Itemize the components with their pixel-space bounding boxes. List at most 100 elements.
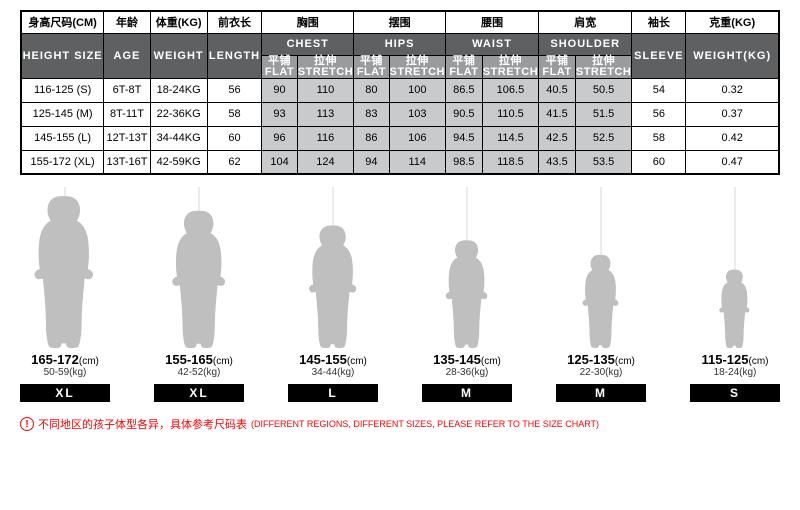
cell: 58 xyxy=(207,102,262,126)
col-subheader: 拉伸STRETCH xyxy=(297,55,353,78)
col-header-cn: 肩宽 xyxy=(539,11,632,33)
cell: 113 xyxy=(297,102,353,126)
cell: 86 xyxy=(354,126,389,150)
col-header-cn: 身高尺码(CM) xyxy=(21,11,104,33)
child-silhouette-icon xyxy=(581,253,621,348)
silhouette-item: 155-165(cm)42-52(kg) XL xyxy=(154,208,244,402)
size-tag: XL xyxy=(20,384,110,402)
cell: 106 xyxy=(389,126,445,150)
cell: 90.5 xyxy=(446,102,483,126)
cell: 42.5 xyxy=(539,126,576,150)
col-subheader: 平铺FLAT xyxy=(354,55,389,78)
silhouette-item: 115-125(cm)18-24(kg) S xyxy=(690,268,780,402)
size-tag: M xyxy=(556,384,646,402)
cell: 62 xyxy=(207,150,262,174)
silhouette-item: 165-172(cm)50-59(kg)XL xyxy=(20,193,110,402)
cell: 80 xyxy=(354,78,389,102)
silhouette-label: 115-125(cm)18-24(kg) xyxy=(698,352,773,378)
silhouette-item: 135-145(cm)28-36(kg) M xyxy=(422,238,512,402)
table-row: 125-145 (M)8T-11T22-36KG58931138310390.5… xyxy=(21,102,779,126)
silhouette-label: 125-135(cm)22-30(kg) xyxy=(563,352,639,378)
cell: 114.5 xyxy=(482,126,538,150)
silhouette-label: 155-165(cm)42-52(kg) xyxy=(161,352,237,378)
cell: 56 xyxy=(207,78,262,102)
cell: 42-59KG xyxy=(150,150,207,174)
col-header-en: AGE xyxy=(104,33,150,78)
cell: 58 xyxy=(632,126,686,150)
col-header-en: CHEST xyxy=(262,33,354,55)
note-chinese: 不同地区的孩子体型各异，具体参考尺码表 xyxy=(38,416,247,432)
col-header-en: HIPS xyxy=(354,33,446,55)
col-header-cn: 前衣长 xyxy=(207,11,262,33)
col-subheader: 平铺FLAT xyxy=(446,55,483,78)
cell: 43.5 xyxy=(539,150,576,174)
cell: 83 xyxy=(354,102,389,126)
cell: 96 xyxy=(262,126,297,150)
cell: 8T-11T xyxy=(104,102,150,126)
col-header-cn: 腰围 xyxy=(446,11,539,33)
cell: 116 xyxy=(297,126,353,150)
cell: 110.5 xyxy=(482,102,538,126)
footer-note: ! 不同地区的孩子体型各异，具体参考尺码表 (DIFFERENT REGIONS… xyxy=(20,416,780,432)
cell: 0.47 xyxy=(686,150,779,174)
cell: 114 xyxy=(389,150,445,174)
cell: 12T-13T xyxy=(104,126,150,150)
cell: 54 xyxy=(632,78,686,102)
size-tag: L xyxy=(288,384,378,402)
col-header-cn: 袖长 xyxy=(632,11,686,33)
cell: 13T-16T xyxy=(104,150,150,174)
silhouette-item: 145-155(cm)34-44(kg) L xyxy=(288,223,378,402)
table-row: 116-125 (S)6T-8T18-24KG56901108010086.51… xyxy=(21,78,779,102)
col-header-en: LENGTH xyxy=(207,33,262,78)
cell: 6T-8T xyxy=(104,78,150,102)
cell: 22-36KG xyxy=(150,102,207,126)
col-header-cn: 摆围 xyxy=(354,11,446,33)
cell: 0.42 xyxy=(686,126,779,150)
child-silhouette-icon xyxy=(32,193,97,348)
cell: 104 xyxy=(262,150,297,174)
note-english: (DIFFERENT REGIONS, DIFFERENT SIZES, PLE… xyxy=(251,419,599,429)
col-header-cn: 体重(KG) xyxy=(150,11,207,33)
cell: 125-145 (M) xyxy=(21,102,104,126)
col-header-cn: 克重(KG) xyxy=(686,11,779,33)
cell: 41.5 xyxy=(539,102,576,126)
silhouette-label: 135-145(cm)28-36(kg) xyxy=(429,352,505,378)
cell: 53.5 xyxy=(575,150,631,174)
child-silhouette-icon xyxy=(307,223,360,348)
cell: 116-125 (S) xyxy=(21,78,104,102)
table-row: 155-172 (XL)13T-16T42-59KG62104124941149… xyxy=(21,150,779,174)
col-subheader: 平铺FLAT xyxy=(539,55,576,78)
child-silhouette-icon xyxy=(444,238,490,348)
cell: 52.5 xyxy=(575,126,631,150)
cell: 155-172 (XL) xyxy=(21,150,104,174)
cell: 86.5 xyxy=(446,78,483,102)
size-tag: S xyxy=(690,384,780,402)
size-tag: XL xyxy=(154,384,244,402)
cell: 100 xyxy=(389,78,445,102)
cell: 145-155 (L) xyxy=(21,126,104,150)
size-tag: M xyxy=(422,384,512,402)
cell: 0.32 xyxy=(686,78,779,102)
cell: 124 xyxy=(297,150,353,174)
silhouette-label: 145-155(cm)34-44(kg) xyxy=(295,352,371,378)
col-subheader: 拉伸STRETCH xyxy=(575,55,631,78)
child-silhouette-icon xyxy=(170,208,229,348)
cell: 40.5 xyxy=(539,78,576,102)
col-header-en: SLEEVE xyxy=(632,33,686,78)
col-header-en: WEIGHT(KG) xyxy=(686,33,779,78)
col-subheader: 拉伸STRETCH xyxy=(482,55,538,78)
table-row: 145-155 (L)12T-13T34-44KG60961168610694.… xyxy=(21,126,779,150)
col-header-cn: 胸围 xyxy=(262,11,354,33)
col-header-en: HEIGHT SIZE xyxy=(21,33,104,78)
cell: 103 xyxy=(389,102,445,126)
cell: 0.37 xyxy=(686,102,779,126)
cell: 60 xyxy=(207,126,262,150)
col-subheader: 平铺FLAT xyxy=(262,55,297,78)
cell: 94.5 xyxy=(446,126,483,150)
col-header-en: WEIGHT xyxy=(150,33,207,78)
cell: 34-44KG xyxy=(150,126,207,150)
silhouette-row: 165-172(cm)50-59(kg)XL 155-165(cm)42-52(k… xyxy=(20,193,780,402)
col-header-en: WAIST xyxy=(446,33,539,55)
cell: 110 xyxy=(297,78,353,102)
cell: 56 xyxy=(632,102,686,126)
